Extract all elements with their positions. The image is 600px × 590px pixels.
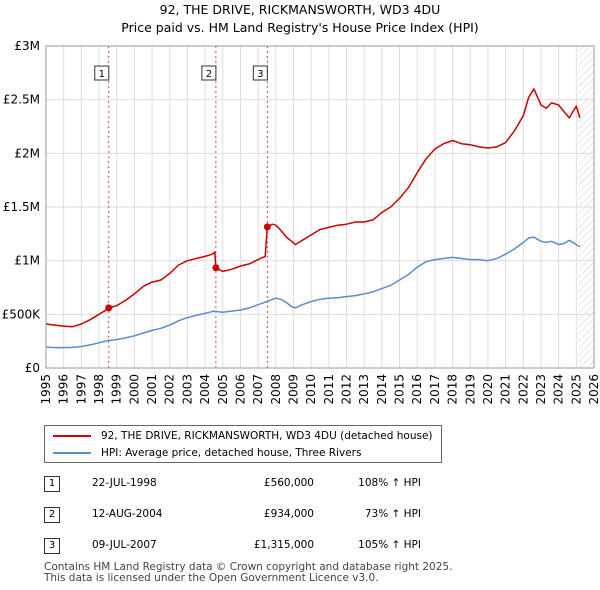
x-tick-label: 2005 <box>216 374 230 405</box>
x-tick-label: 2024 <box>552 374 566 405</box>
x-tick-label: 2007 <box>251 374 265 405</box>
legend-label-property: 92, THE DRIVE, RICKMANSWORTH, WD3 4DU (d… <box>101 430 433 442</box>
x-tick-label: 2022 <box>516 374 530 405</box>
sale-date: 22-JUL-1998 <box>92 477 157 489</box>
x-tick-label: 2011 <box>322 374 336 405</box>
sale-label-number: 1 <box>99 69 105 80</box>
table-row: 2 12-AUG-2004 £934,000 73% ↑ HPI <box>44 506 464 524</box>
sale-hpi-change: 105% ↑ HPI <box>358 539 421 551</box>
sale-point <box>212 264 220 272</box>
x-tick-label: 2004 <box>198 374 212 405</box>
x-tick-label: 2009 <box>286 374 300 405</box>
x-tick-label: 2012 <box>340 374 354 405</box>
sale-label-box <box>94 65 110 81</box>
x-tick-label: 1998 <box>92 374 106 405</box>
footer-license: This data is licensed under the Open Gov… <box>44 572 379 584</box>
x-tick-label: 2015 <box>393 374 407 405</box>
y-tick-label: £2M <box>14 146 40 160</box>
sale-hpi-change: 108% ↑ HPI <box>358 477 421 489</box>
sale-label-box <box>201 65 217 81</box>
y-tick-label: £1.5M <box>3 200 40 214</box>
sale-date: 09-JUL-2007 <box>92 539 157 551</box>
x-tick-label: 2001 <box>145 374 159 405</box>
x-tick-label: 2023 <box>534 374 548 405</box>
sale-number-badge: 2 <box>44 507 60 523</box>
x-tick-label: 1997 <box>74 374 88 405</box>
x-tick-label: 2006 <box>233 374 247 405</box>
sale-label-number: 3 <box>257 69 263 80</box>
x-tick-label: 2014 <box>375 374 389 405</box>
legend-item-property: 92, THE DRIVE, RICKMANSWORTH, WD3 4DU (d… <box>53 428 433 444</box>
x-tick-label: 2025 <box>569 374 583 405</box>
x-tick-label: 2021 <box>499 374 513 405</box>
x-tick-label: 1999 <box>110 374 124 405</box>
x-tick-label: 2017 <box>428 374 442 405</box>
sale-number-badge: 3 <box>44 538 60 554</box>
x-tick-label: 1995 <box>39 374 53 405</box>
sale-label-number: 2 <box>206 69 212 80</box>
y-tick-label: £1M <box>14 254 40 268</box>
x-tick-label: 1996 <box>57 374 71 405</box>
table-row: 3 09-JUL-2007 £1,315,000 105% ↑ HPI <box>44 537 464 555</box>
y-tick-label: £0 <box>25 361 40 375</box>
y-tick-label: £2.5M <box>3 93 40 107</box>
price-chart: £0 £500K £1M £1.5M £2M £2.5M £3M 1995 1996 1997 19… <box>2 39 600 405</box>
y-tick-label: £500K <box>2 307 42 321</box>
legend-label-hpi: HPI: Average price, detached house, Thre… <box>101 447 362 459</box>
sale-price: £934,000 <box>263 508 314 520</box>
sale-point <box>263 223 271 231</box>
y-tick-label: £3M <box>14 39 40 53</box>
sale-point <box>105 304 113 312</box>
table-row: 1 22-JUL-1998 £560,000 108% ↑ HPI <box>44 475 464 493</box>
property-price-line <box>45 88 581 328</box>
legend: 92, THE DRIVE, RICKMANSWORTH, WD3 4DU (d… <box>44 425 442 463</box>
sale-hpi-change: 73% ↑ HPI <box>364 508 421 520</box>
x-tick-label: 2020 <box>481 374 495 405</box>
hpi-line <box>45 236 581 349</box>
x-tick-label: 2000 <box>127 374 141 405</box>
x-tick-label: 2013 <box>357 374 371 405</box>
chart-title: 92, THE DRIVE, RICKMANSWORTH, WD3 4DU <box>159 2 441 17</box>
x-tick-label: 2010 <box>304 374 318 405</box>
x-tick-label: 2019 <box>463 374 477 405</box>
x-tick-label: 2018 <box>446 374 460 405</box>
legend-swatch-blue <box>53 452 91 454</box>
sale-number-badge: 1 <box>44 476 60 492</box>
chart-subtitle: Price paid vs. HM Land Registry's House … <box>121 20 479 35</box>
x-tick-label: 2003 <box>180 374 194 405</box>
x-tick-label: 2026 <box>587 374 600 405</box>
sale-price: £1,315,000 <box>253 539 314 551</box>
sale-label-box <box>252 65 268 81</box>
sale-price: £560,000 <box>263 477 314 489</box>
legend-item-hpi: HPI: Average price, detached house, Thre… <box>53 445 361 461</box>
footer-copyright: Contains HM Land Registry data © Crown c… <box>44 561 453 573</box>
x-tick-label: 2008 <box>269 374 283 405</box>
x-tick-label: 2002 <box>163 374 177 405</box>
sale-date: 12-AUG-2004 <box>92 508 163 520</box>
legend-swatch-red <box>53 435 91 437</box>
x-tick-label: 2016 <box>410 374 424 405</box>
plot-border <box>45 45 595 369</box>
